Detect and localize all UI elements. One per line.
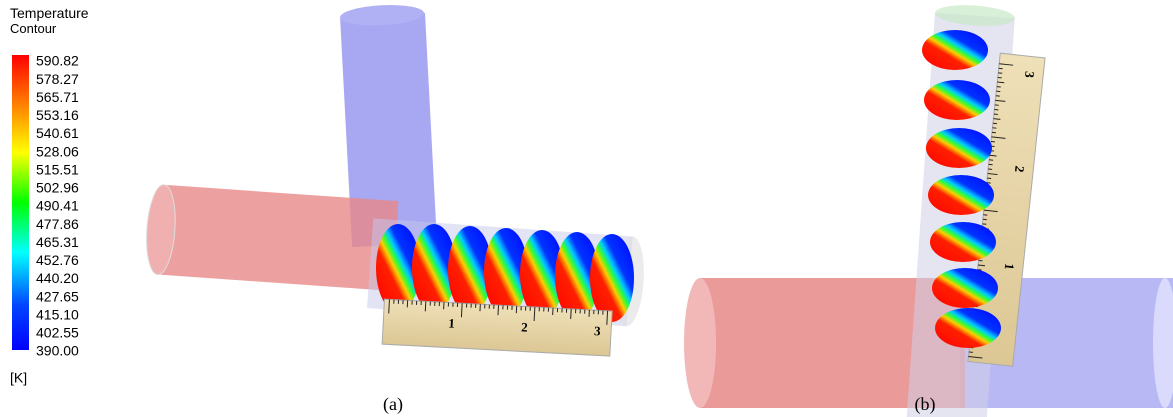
legend-title: Temperature [10,5,89,21]
legend-label: 578.27 [36,71,79,87]
legend-label: 528.06 [36,143,79,159]
legend-label: 540.61 [36,125,79,141]
panel-b: 1 2 3 (b) [684,3,1173,417]
red-pipe [144,184,399,291]
legend-label: 427.65 [36,288,79,304]
legend-label: 490.41 [36,198,79,214]
ruler-label: 2 [521,319,528,334]
caption: (a) [383,394,403,415]
color-bar [12,55,29,350]
legend-unit: [K] [10,370,27,386]
ruler-tick [498,305,499,315]
legend-label: 502.96 [36,180,79,196]
legend-label: 415.10 [36,306,79,322]
ruler-label: 3 [594,323,602,338]
ruler-label: 1 [448,316,455,331]
legend-label: 590.82 [36,53,79,69]
figure: Temperature Contour 590.82 578.27 565.71 55… [0,0,1173,417]
legend-label: 452.76 [36,252,79,268]
caption: (b) [915,394,936,415]
ruler-tick [425,301,426,311]
legend-label: 565.71 [36,89,79,105]
legend-label: 440.20 [36,270,79,286]
panel-a: 1 2 3 (a) [144,3,647,415]
pipe-end [684,278,716,408]
legend-labels: 590.82 578.27 565.71 553.16 540.61 528.06 515.… [36,53,79,359]
legend-label: 465.31 [36,234,79,250]
legend-label: 477.86 [36,216,79,232]
legend-label: 402.55 [36,325,79,341]
legend-label: 515.51 [36,161,79,177]
legend-label: 390.00 [36,343,79,359]
legend-label: 553.16 [36,107,79,123]
legend-subtitle: Contour [10,21,57,36]
legend: Temperature Contour 590.82 578.27 565.71 55… [10,5,89,386]
ruler-tick [571,309,572,319]
